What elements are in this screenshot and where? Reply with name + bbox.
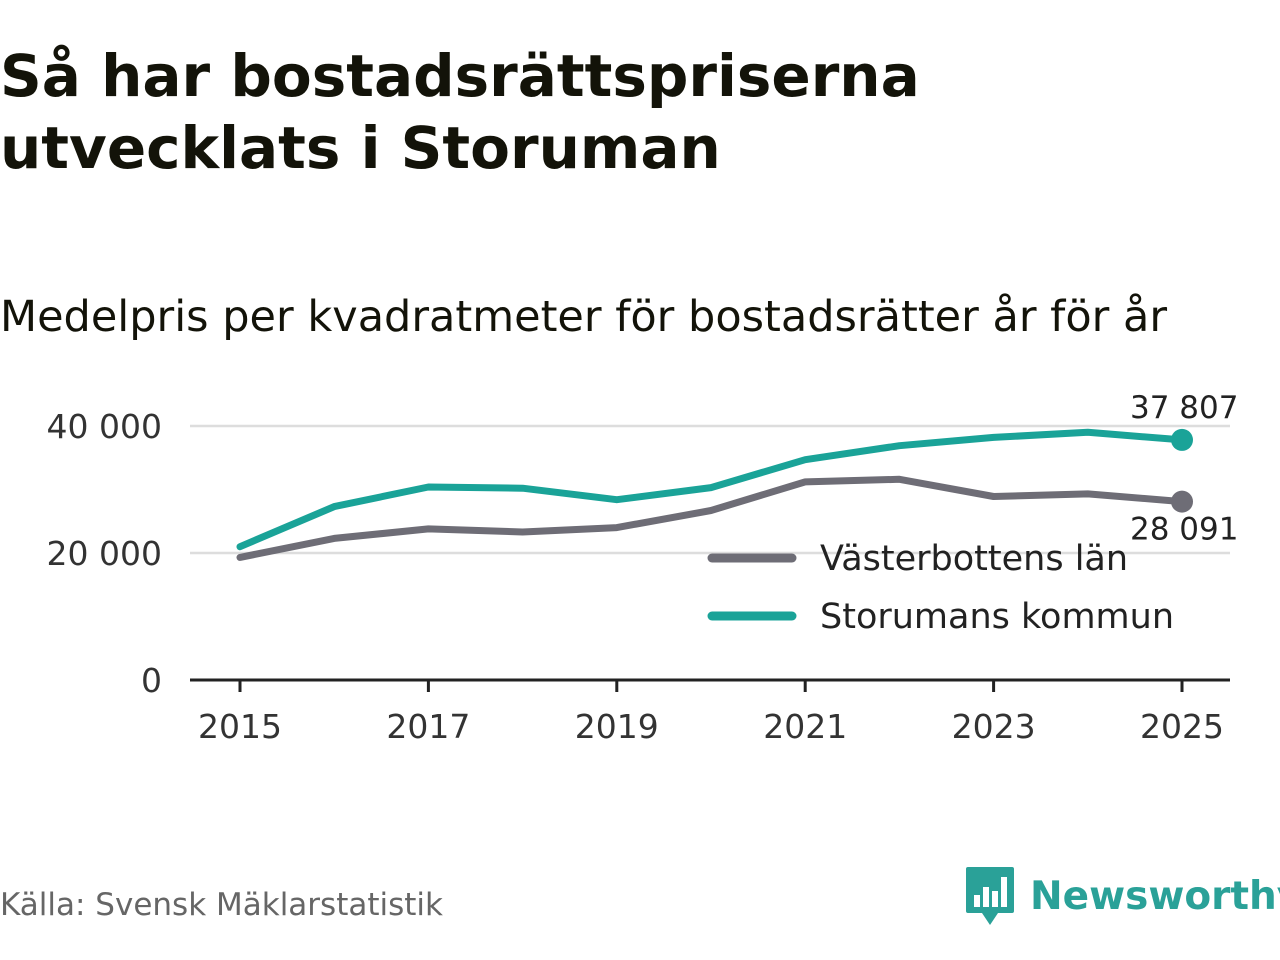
end-value-label-0: 28 091: [1130, 512, 1238, 548]
brand-name: Newsworthy: [1030, 873, 1280, 919]
y-axis-ticks: 0 20 000 40 000: [47, 407, 162, 700]
x-tick-label: 2015: [198, 707, 282, 746]
end-point-0: [1171, 490, 1193, 513]
line-chart: 0 20 000 40 000 2015 2017 2019 2021 2023 2025 2…: [47, 390, 1239, 746]
x-tick-label: 2017: [386, 707, 470, 746]
legend-label-0: Västerbottens län: [820, 539, 1128, 579]
gridlines: [190, 424, 1230, 555]
chart-title: Så har bostadsrättspriserna utvecklats i…: [0, 42, 920, 182]
chart-subtitle: Medelpris per kvadratmeter för bostadsrä…: [0, 292, 1168, 342]
bar-chart-speech-bubble-icon: [966, 867, 1014, 925]
source-note: Källa: Svensk Mäklarstatistik: [0, 887, 443, 923]
y-tick-label: 0: [141, 661, 162, 700]
y-tick-label: 40 000: [47, 407, 162, 446]
x-tick-label: 2023: [952, 707, 1036, 746]
x-tick-label: 2019: [575, 707, 659, 746]
legend-label-1: Storumans kommun: [820, 597, 1174, 637]
legend: Västerbottens län Storumans kommun: [707, 539, 1174, 637]
end-point-1: [1171, 428, 1193, 451]
x-axis: 2015 2017 2019 2021 2023 2025: [190, 678, 1230, 746]
series-line-0: [236, 475, 1186, 561]
y-tick-label: 20 000: [47, 534, 162, 573]
series-lines: [236, 428, 1193, 561]
x-tick-label: 2025: [1140, 707, 1224, 746]
series-line-1: [236, 428, 1186, 551]
end-value-label-1: 37 807: [1130, 390, 1238, 426]
newsworthy-logo: Newsworthy: [964, 864, 1280, 928]
end-labels: 28 091 37 807: [1130, 390, 1238, 548]
x-tick-label: 2021: [763, 707, 847, 746]
